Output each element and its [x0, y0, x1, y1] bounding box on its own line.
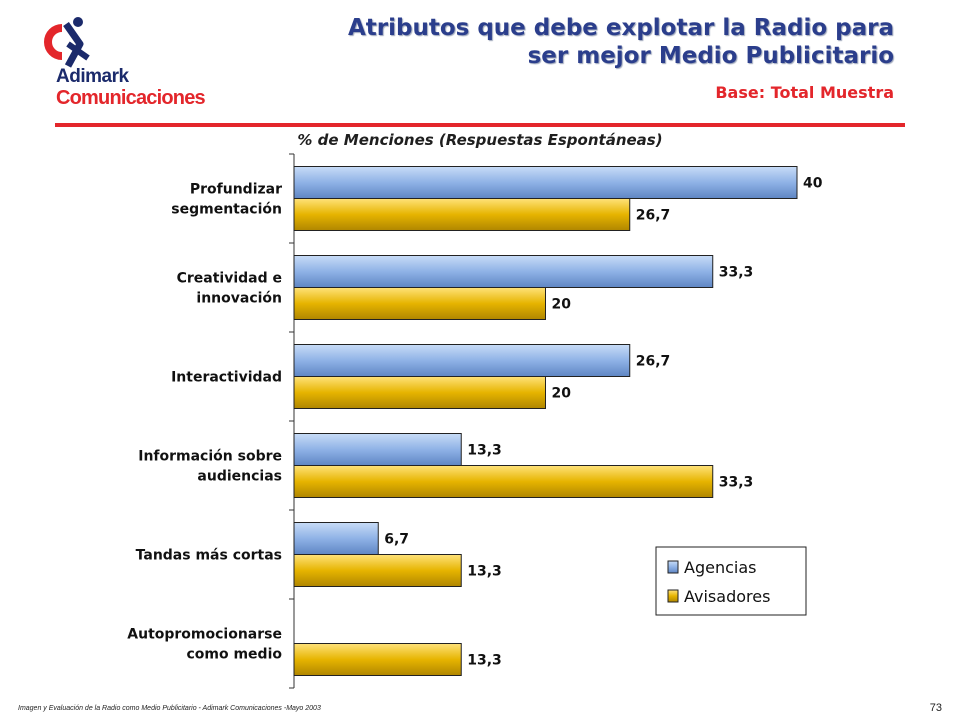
data-label: 13,3: [467, 653, 502, 669]
bar-avisadores: [293, 198, 631, 231]
bar-avisadores: [293, 465, 714, 498]
category-label: Información sobre: [138, 449, 282, 465]
logo-text-comunicaciones: Comunicaciones: [56, 87, 206, 109]
legend-swatch-avisadores: [667, 589, 679, 603]
category-label: como medio: [186, 647, 282, 663]
data-label: 40: [803, 176, 823, 192]
title-line-2: ser mejor Medio Publicitario: [527, 43, 894, 69]
page-title: Atributos que debe explotar la Radio par…: [214, 14, 894, 70]
legend-label: Agencias: [684, 558, 756, 577]
chart-title: % de Menciones (Respuestas Espontáneas): [297, 131, 663, 149]
bar-agencias: [293, 166, 798, 199]
legend-swatch-agencias: [667, 560, 679, 574]
bar-agencias: [293, 522, 379, 555]
footer-note: Imagen y Evaluación de la Radio como Med…: [18, 705, 321, 712]
bar-avisadores: [293, 643, 462, 676]
category-label: Creatividad e: [177, 271, 282, 287]
bar-agencias: [293, 344, 631, 377]
legend-label: Avisadores: [684, 587, 770, 606]
data-label: 26,7: [636, 208, 671, 224]
title-line-1: Atributos que debe explotar la Radio par…: [347, 15, 894, 41]
category-label: audiencias: [197, 469, 282, 485]
bar-chart: Profundizar segmentación 40 26,7 Creatividad…: [127, 153, 823, 689]
logo-text-adimark: Adimark: [56, 66, 129, 87]
category-label: Tandas más cortas: [136, 548, 282, 564]
category-label: Interactividad: [171, 370, 282, 386]
data-label: 20: [552, 386, 572, 402]
bar-avisadores: [293, 376, 546, 409]
category-label: segmentación: [171, 202, 282, 218]
page-subtitle: Base: Total Muestra: [715, 83, 894, 102]
data-label: 13,3: [467, 443, 502, 459]
bar-agencias: [293, 255, 714, 288]
adimark-logo: Adimark Comunicaciones: [22, 14, 206, 114]
data-label: 20: [552, 297, 572, 313]
header-divider: [55, 123, 905, 127]
legend-box: [655, 546, 807, 616]
bar-avisadores: [293, 554, 462, 587]
data-label: 13,3: [467, 564, 502, 580]
logo-mark-icon: [44, 17, 90, 68]
data-label: 26,7: [636, 354, 671, 370]
data-label: 33,3: [719, 265, 754, 281]
category-label: Autopromocionarse: [127, 627, 282, 643]
data-label: 6,7: [384, 532, 409, 548]
page-number: 73: [929, 702, 942, 714]
data-label: 33,3: [719, 475, 754, 491]
category-label: Profundizar: [190, 182, 282, 198]
bar-avisadores: [293, 287, 546, 320]
bar-agencias: [293, 433, 462, 466]
category-label: innovación: [196, 291, 282, 307]
